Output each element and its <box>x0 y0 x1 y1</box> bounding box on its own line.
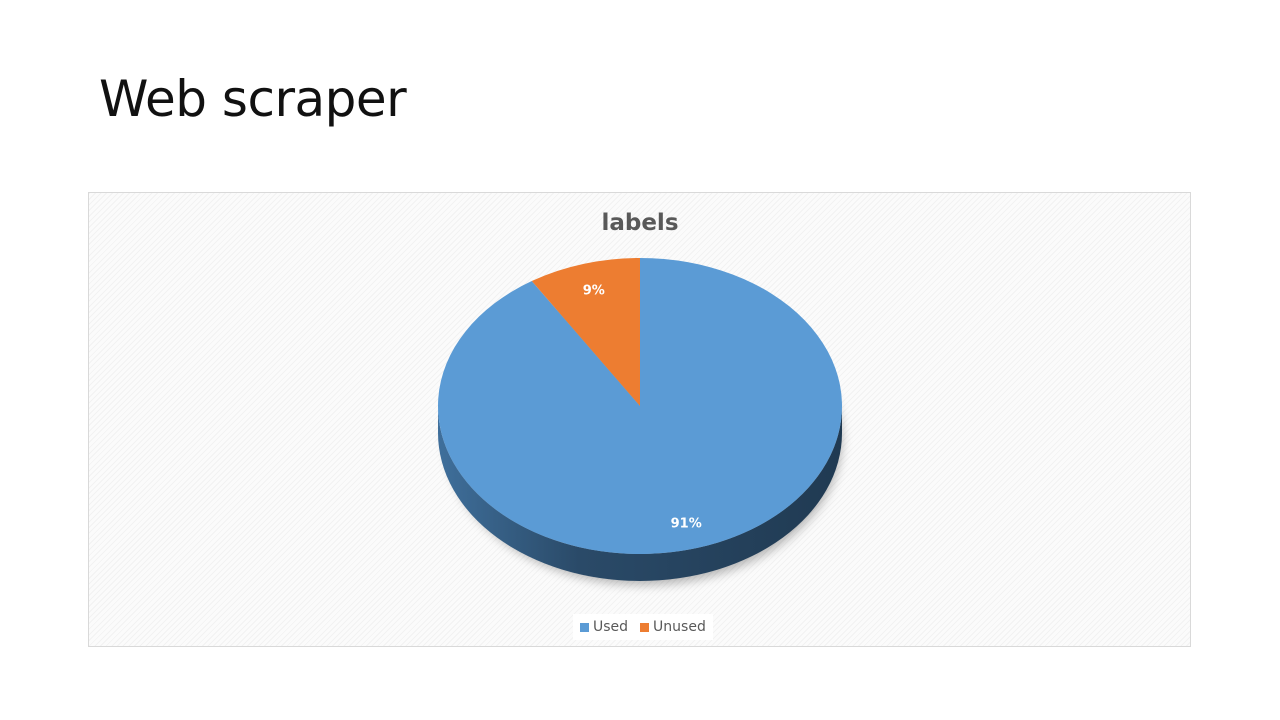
data-label-unused: 9% <box>583 283 605 298</box>
legend-label-used: Used <box>593 619 629 635</box>
pie-slice-unused[interactable] <box>531 258 640 406</box>
chart-area[interactable]: labels 91% 9% Used Unused <box>88 192 1191 647</box>
legend-swatch-unused <box>640 622 650 632</box>
legend-label-unused: Unused <box>653 619 706 635</box>
chart-legend: Used Unused <box>573 614 713 640</box>
chart-title: labels <box>601 210 678 236</box>
data-label-used: 91% <box>671 517 702 532</box>
pie-chart: labels 91% 9% <box>437 210 843 585</box>
slide-title: Web scraper <box>99 70 407 128</box>
pie-side <box>438 406 842 581</box>
legend-swatch-used <box>580 622 589 632</box>
legend-item-unused: Unused <box>640 619 706 635</box>
legend-item-used: Used <box>580 619 628 635</box>
